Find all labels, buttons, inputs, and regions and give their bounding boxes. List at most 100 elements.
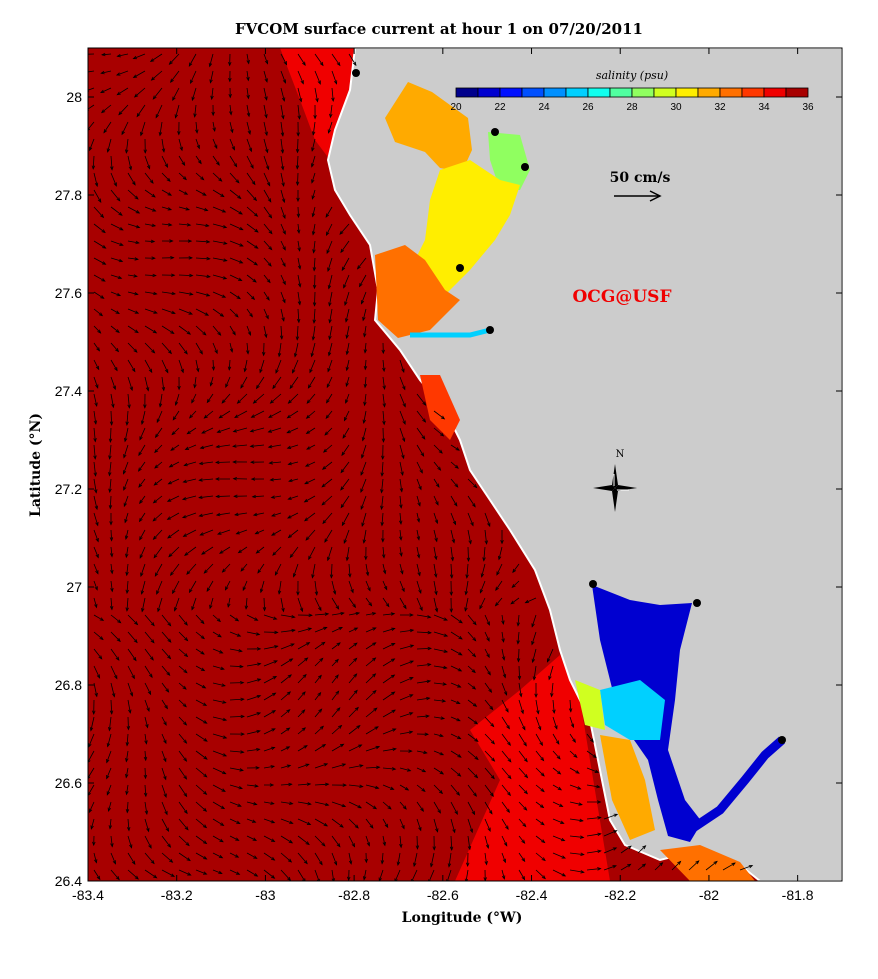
current-vector <box>277 342 282 358</box>
current-vector <box>110 359 118 372</box>
current-vector <box>433 563 438 578</box>
current-vector <box>399 818 405 830</box>
current-vector <box>280 291 286 304</box>
current-vector <box>331 690 340 701</box>
current-vector <box>416 696 431 701</box>
current-vector <box>110 308 120 314</box>
current-vector <box>382 612 396 616</box>
current-vector <box>246 223 259 233</box>
x-tick-label: -83 <box>255 887 275 903</box>
current-vector <box>586 800 602 804</box>
current-vector <box>450 801 458 815</box>
current-vector <box>396 852 401 867</box>
current-vector <box>132 53 146 60</box>
current-vector <box>297 709 306 718</box>
current-vector <box>280 104 285 120</box>
current-vector <box>263 155 270 171</box>
current-vector <box>263 240 273 251</box>
current-vector <box>348 673 358 684</box>
current-vector <box>229 835 240 841</box>
current-vector <box>345 376 350 388</box>
current-vector <box>465 563 469 579</box>
current-vector <box>399 628 415 633</box>
current-vector <box>229 614 240 622</box>
current-vector <box>361 427 367 442</box>
current-vector <box>331 53 341 67</box>
current-vector <box>127 648 137 662</box>
current-vector <box>110 342 120 353</box>
current-vector <box>255 376 265 390</box>
current-vector <box>161 291 177 296</box>
current-vector <box>229 732 245 736</box>
current-vector <box>399 730 414 735</box>
current-vector <box>501 835 508 847</box>
current-vector <box>380 478 384 494</box>
current-vector <box>140 410 146 426</box>
current-vector <box>399 677 414 684</box>
current-vector <box>109 699 114 715</box>
current-vector <box>364 852 368 864</box>
current-vector <box>110 223 124 231</box>
current-vector <box>280 257 286 268</box>
current-vector <box>705 860 718 871</box>
current-vector <box>178 648 189 658</box>
current-vector <box>327 359 333 373</box>
current-vector <box>178 256 194 260</box>
current-vector <box>263 53 269 65</box>
current-vector <box>108 716 112 732</box>
current-vector <box>110 206 123 216</box>
current-vector <box>127 240 140 245</box>
station-marker <box>491 128 499 136</box>
current-vector <box>122 461 129 475</box>
tampa-bay-branch <box>488 132 530 190</box>
current-vector <box>263 274 271 284</box>
current-vector <box>296 308 301 324</box>
current-vector <box>296 580 300 596</box>
current-vector <box>501 750 512 763</box>
current-vector <box>246 694 262 701</box>
current-vector <box>327 342 333 357</box>
current-vector <box>166 495 180 502</box>
current-vector <box>93 308 104 317</box>
x-tick-label: -82.6 <box>427 887 459 903</box>
current-vector <box>195 239 211 244</box>
estero-bay <box>660 845 755 881</box>
current-vector <box>195 716 208 724</box>
current-vector <box>167 478 180 485</box>
current-vector <box>586 750 597 759</box>
current-vector <box>340 240 350 254</box>
current-vector <box>263 728 276 735</box>
current-vector <box>93 359 100 371</box>
current-vector <box>484 529 488 545</box>
current-vector <box>518 682 523 698</box>
current-vector <box>518 801 528 811</box>
current-vector <box>552 784 563 791</box>
current-vector <box>450 682 462 688</box>
current-vector <box>195 852 208 860</box>
current-vector <box>365 657 377 667</box>
current-vector <box>433 784 444 795</box>
current-vector <box>381 529 385 543</box>
current-vector <box>246 631 261 636</box>
compass-rose-icon <box>593 464 637 512</box>
current-vector <box>314 626 328 633</box>
current-vector <box>348 563 352 578</box>
current-vector <box>498 546 503 561</box>
current-vector <box>399 660 415 667</box>
current-vector <box>450 750 462 758</box>
current-vector <box>144 648 154 661</box>
current-vector <box>535 699 540 715</box>
current-vector <box>93 665 101 679</box>
current-vector <box>450 648 463 656</box>
current-vector <box>212 716 228 722</box>
current-vector <box>467 818 473 834</box>
y-tick-label: 26.8 <box>55 677 82 693</box>
current-vector <box>312 257 317 272</box>
current-vector <box>133 87 146 98</box>
current-vector <box>569 801 583 806</box>
current-vector <box>212 257 228 262</box>
current-vector <box>365 801 378 810</box>
current-vector <box>382 747 397 752</box>
current-vector <box>249 427 265 433</box>
current-vector <box>178 614 188 626</box>
